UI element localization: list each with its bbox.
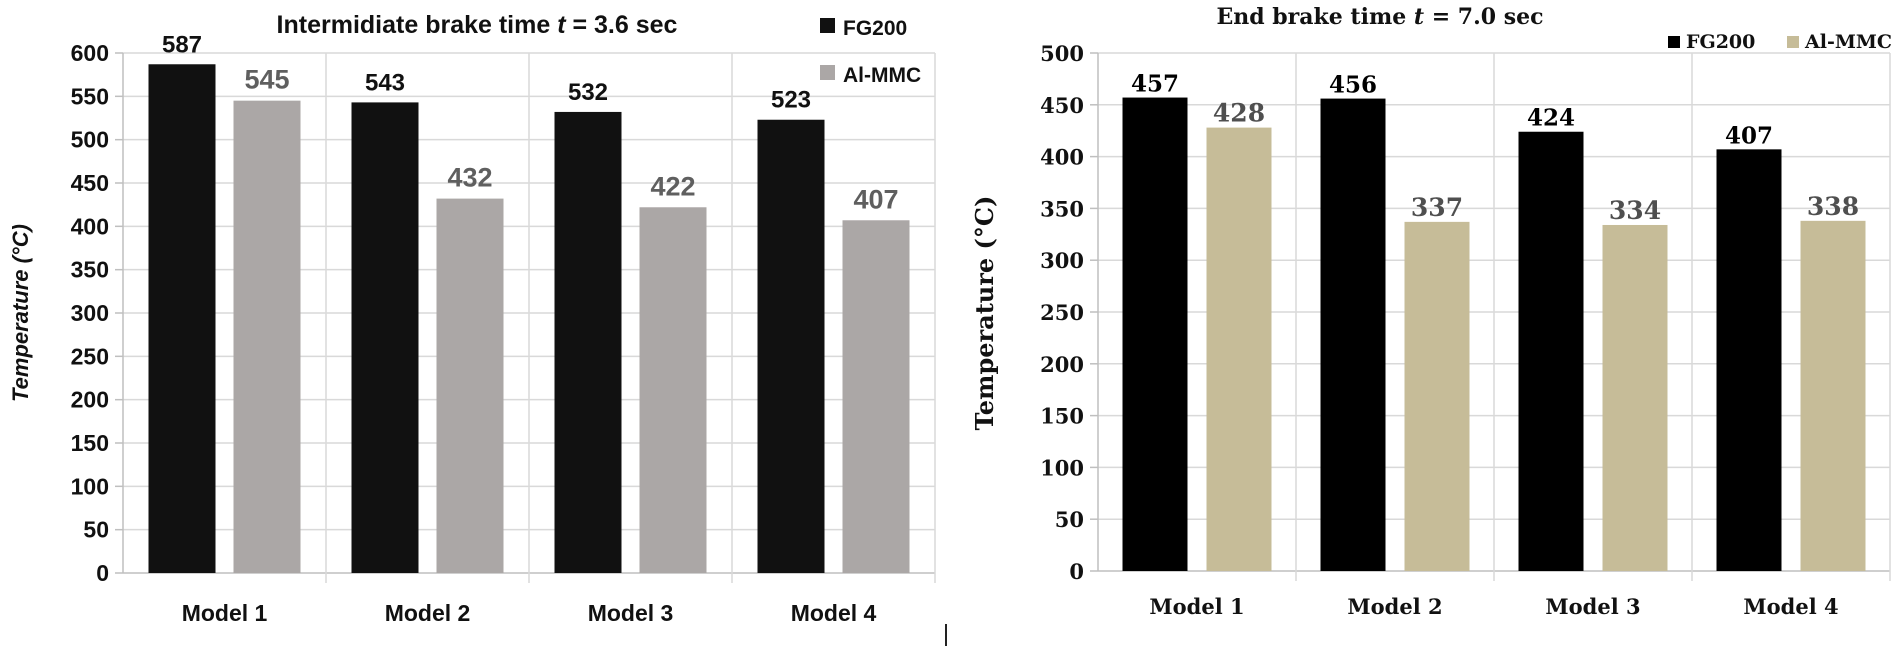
y-tick-label: 150 [71, 430, 109, 456]
bar-fg200-4 [757, 119, 825, 573]
y-tick-label: 0 [96, 560, 109, 586]
legend-swatch-fg200 [1668, 36, 1680, 48]
category-label: Model 4 [791, 600, 877, 626]
y-tick-label: 450 [1040, 93, 1084, 118]
chart-title-variable: t [1414, 4, 1424, 30]
y-tick-label: 250 [71, 343, 109, 369]
y-tick-label: 350 [1040, 196, 1084, 221]
bar-al-mmc-3 [639, 207, 707, 573]
data-label: 422 [650, 171, 695, 201]
y-tick-label: 600 [71, 40, 109, 66]
category-label: Model 1 [182, 600, 268, 626]
bar-al-mmc-3 [1602, 224, 1668, 571]
bar-fg200-1 [1122, 97, 1188, 571]
chart-title-suffix: = 7.0 sec [1424, 4, 1543, 30]
y-axis-title: Temperature (°C) [8, 224, 33, 402]
y-tick-label: 550 [71, 83, 109, 109]
data-label: 587 [162, 31, 202, 58]
legend-label: Al-MMC [843, 64, 921, 87]
y-tick-label: 500 [71, 127, 109, 153]
legend-label: FG200 [843, 17, 907, 40]
chart-title-variable: t [557, 11, 567, 39]
category-label: Model 3 [1545, 594, 1640, 619]
y-tick-label: 500 [1040, 41, 1084, 66]
chart-title: Intermidiate brake time t = 3.6 sec [277, 11, 678, 39]
y-tick-label: 300 [71, 300, 109, 326]
bar-fg200-3 [1518, 131, 1584, 571]
bar-fg200-1 [148, 64, 216, 574]
legend-swatch-fg200 [820, 18, 835, 33]
y-tick-label: 250 [1040, 300, 1084, 325]
y-tick-label: 50 [1055, 507, 1084, 532]
chart-intermediate-brake-time: 0 50 100 150 200 250 300 350 400 450 500 550 600 587 5… [8, 11, 936, 626]
chart-title-suffix: = 3.6 sec [566, 11, 678, 39]
y-tick-label: 450 [71, 170, 109, 196]
legend-swatch-al-mmc [1787, 36, 1799, 48]
data-label: 457 [1131, 71, 1179, 98]
y-tick-label: 0 [1069, 559, 1084, 584]
bar-al-mmc-2 [1404, 221, 1470, 572]
chart-title: End brake time t = 7.0 sec [1216, 4, 1543, 30]
data-label: 334 [1609, 196, 1661, 225]
data-label: 407 [853, 184, 898, 214]
category-label: Model 2 [385, 600, 471, 626]
y-tick-label: 400 [1040, 145, 1084, 170]
chart-title-prefix: End brake time [1216, 4, 1413, 30]
y-tick-label: 150 [1040, 404, 1084, 429]
data-label: 545 [244, 65, 289, 95]
legend-label: Al-MMC [1804, 31, 1892, 53]
bar-fg200-4 [1716, 149, 1782, 571]
data-label: 407 [1725, 122, 1773, 149]
data-label: 543 [365, 69, 405, 96]
bar-al-mmc-1 [1206, 127, 1272, 571]
y-tick-label: 300 [1040, 248, 1084, 273]
chart-end-brake-time: 0 50 100 150 200 250 300 350 400 450 500 457 428 Mode… [970, 4, 1892, 619]
y-tick-label: 200 [71, 387, 109, 413]
y-axis-title: Temperature (°C) [970, 196, 999, 431]
data-label: 338 [1807, 192, 1859, 221]
bar-al-mmc-2 [436, 198, 504, 573]
chart-title-prefix: Intermidiate brake time [277, 11, 558, 39]
y-tick-label: 50 [83, 517, 109, 543]
bar-al-mmc-1 [233, 100, 301, 574]
bar-al-mmc-4 [1800, 220, 1866, 571]
y-tick-label: 100 [71, 473, 109, 499]
legend-label: FG200 [1686, 31, 1755, 53]
y-tick-label: 100 [1040, 455, 1084, 480]
category-label: Model 4 [1743, 594, 1838, 619]
legend-swatch-al-mmc [820, 65, 835, 80]
bar-fg200-2 [351, 102, 419, 574]
bar-fg200-2 [1320, 98, 1386, 572]
y-tick-label: 350 [71, 257, 109, 283]
data-label: 428 [1213, 99, 1265, 128]
data-label: 424 [1527, 105, 1575, 132]
data-label: 337 [1411, 193, 1463, 222]
text-cursor [945, 624, 947, 646]
data-label: 532 [568, 79, 608, 106]
y-tick-label: 200 [1040, 352, 1084, 377]
data-label: 456 [1329, 72, 1377, 99]
category-label: Model 3 [588, 600, 674, 626]
y-tick-label: 400 [71, 213, 109, 239]
bar-fg200-3 [554, 111, 622, 573]
category-label: Model 2 [1347, 594, 1442, 619]
data-label: 432 [447, 163, 492, 193]
bar-al-mmc-4 [842, 220, 910, 573]
category-label: Model 1 [1149, 594, 1244, 619]
data-label: 523 [771, 87, 811, 114]
